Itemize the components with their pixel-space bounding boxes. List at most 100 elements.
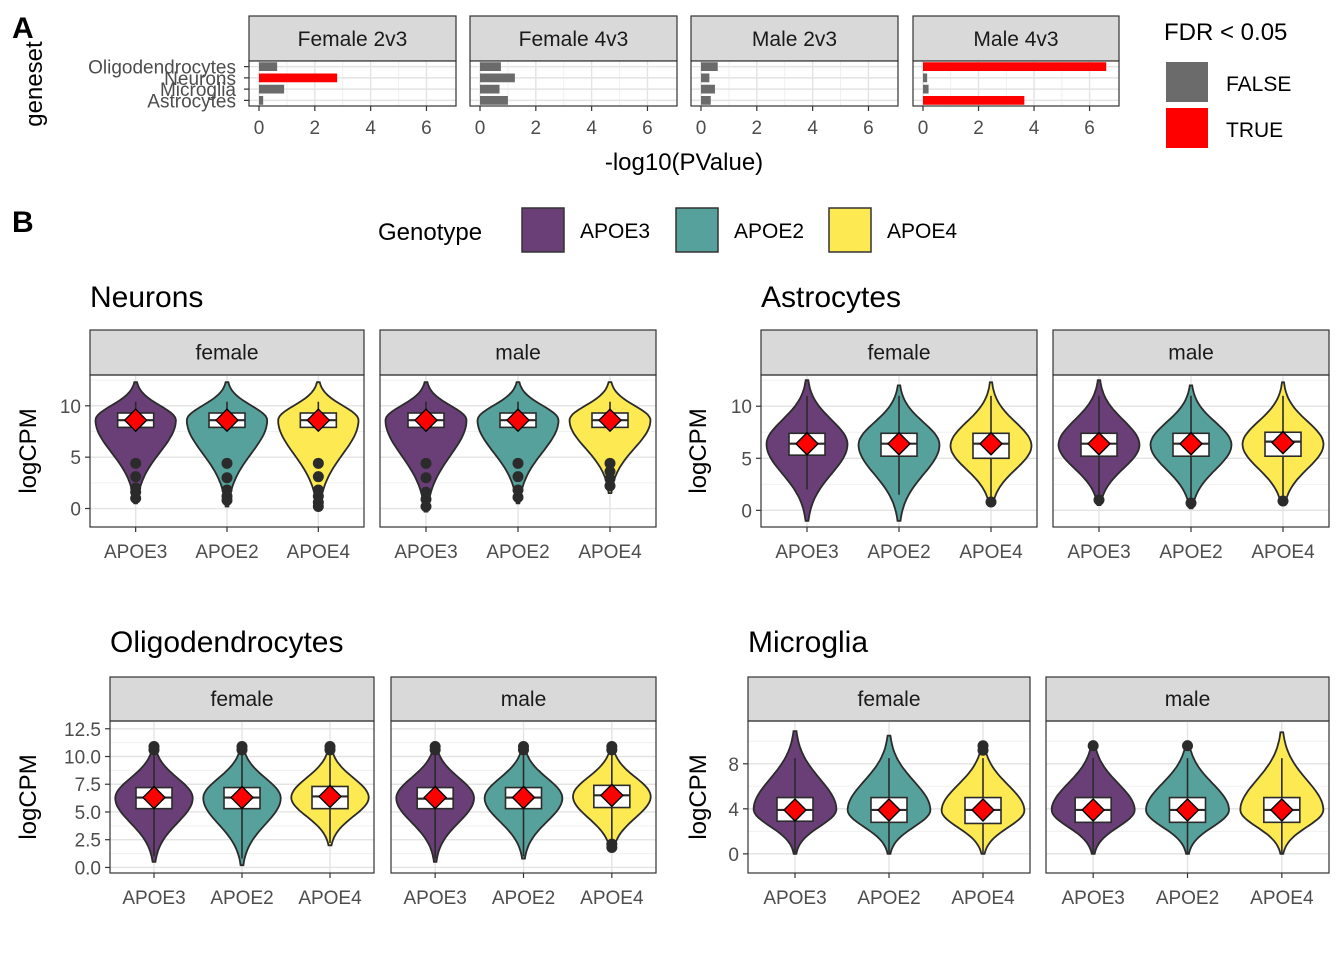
bar [923,84,929,94]
x-tick-label: 0 [475,118,486,139]
mean-marker [887,431,911,456]
outlier-point [518,741,529,753]
bar [701,84,715,94]
plot-border [1045,720,1330,874]
mean-marker [414,408,438,433]
violin [277,381,360,510]
outlier-point [312,500,324,512]
x-tick-label: APOE2 [486,542,549,563]
y-tick-label: Microglia [160,80,236,101]
outlier-point [1087,740,1099,752]
plot-border [760,374,1038,528]
outlier-point [512,491,524,503]
x-tick-label: APOE3 [403,888,466,909]
bar [480,62,501,72]
outlier-point [1182,740,1193,752]
mean-marker [1175,797,1200,822]
mean-marker [142,785,166,810]
y-tick-label: 0 [70,500,81,521]
x-tick-label: 2 [752,118,763,139]
legend-genotype: Genotype APOE3 APOE2 APOE4 [378,207,957,253]
bar-facet: Male 4v3 0 2 4 6 [912,15,1120,139]
x-tick-label: APOE2 [210,888,273,909]
y-tick-label: 10 [731,397,752,418]
bar [701,62,718,72]
facet-strip-label: Male 4v3 [973,28,1058,51]
y-tick-label: 8 [728,755,739,776]
violin [568,381,652,494]
mean-marker [877,797,901,822]
y-tick-label: 0 [741,501,752,522]
x-tick-label: 2 [973,118,984,139]
x-tick-label: APOE2 [492,888,555,909]
x-tick-label: APOE4 [951,888,1015,909]
plot-border [89,374,365,528]
outlier-point [312,471,324,483]
outlier-point [148,741,160,753]
violin [185,381,269,508]
legend-fdr: FDR < 0.05 FALSE TRUE [1164,19,1291,148]
plot-border [248,60,457,107]
facet-strip-label: Female 4v3 [519,28,629,51]
mean-marker [783,797,807,822]
violin [94,381,177,505]
bar [259,95,264,105]
facet-strip-label: female [857,688,920,711]
mean-marker [1087,431,1111,456]
facet-strip [379,329,657,376]
chart-title: Oligodendrocytes [110,626,343,659]
mean-marker [123,408,148,433]
x-tick-label: 6 [1084,118,1095,139]
facet-strip-label: Male 2v3 [752,28,837,51]
legend-genotype-apoe4-label: APOE4 [887,220,957,243]
x-tick-label: APOE2 [1159,542,1222,563]
mean-marker [318,784,342,809]
violin-facet: female APOE3 APOE2 APOE4 [747,676,1031,909]
bar-facet: Female 4v3 0 2 4 6 [469,15,678,139]
x-tick-label: 4 [1029,118,1040,139]
y-axis-title: logCPM [15,754,42,839]
outlier-point [312,457,324,469]
outlier-point [429,741,441,753]
outlier-point [130,457,142,469]
x-tick-label: APOE4 [578,542,642,563]
mean-marker [230,785,254,810]
x-tick-label: APOE2 [195,542,258,563]
violin-chart: Astrocytes logCPM 0 5 10 female APOE3 APOE2 APOE… [685,281,1330,563]
y-tick-label: 10 [60,397,81,418]
outlier-point [1185,497,1197,509]
facet-strip [390,676,657,722]
chart-title: Neurons [90,281,203,314]
y-tick-label: Astrocytes [147,91,236,112]
facet-strip [690,15,899,62]
y-tick-label: 5 [741,449,752,470]
outlier-point [1093,494,1105,506]
outlier-point [604,457,616,469]
y-tick-label: 10.0 [64,748,101,769]
x-tick-label: APOE3 [1061,888,1124,909]
x-tick-label: APOE3 [394,542,457,563]
outlier-point [420,472,432,484]
x-tick-label: APOE4 [1250,888,1314,909]
plot-border [1052,374,1330,528]
plot-area [249,61,456,106]
violin-facet: female APOE3 APOE2 APOE4 [109,676,375,909]
violin-facet: female APOE3 APOE2 APOE4 [89,329,365,563]
x-tick-label: APOE4 [298,888,362,909]
outlier-point [420,457,432,469]
mean-marker [215,408,239,433]
facet-strip-label: Female 2v3 [298,28,408,51]
mean-marker [1271,430,1295,455]
violin [476,381,560,505]
legend-genotype-apoe3-label: APOE3 [580,220,650,243]
y-tick-label: Neurons [164,69,236,90]
x-tick-label: 6 [421,118,432,139]
panel-label-a: A [12,12,34,45]
violin-facet: female APOE3 APOE2 APOE4 [760,329,1038,563]
y-tick-label: 0.0 [75,858,101,879]
legend-fdr-title: FDR < 0.05 [1164,19,1287,46]
facet-strip [248,15,457,62]
facet-strip [109,676,375,722]
facet-strip-label: female [195,342,258,365]
